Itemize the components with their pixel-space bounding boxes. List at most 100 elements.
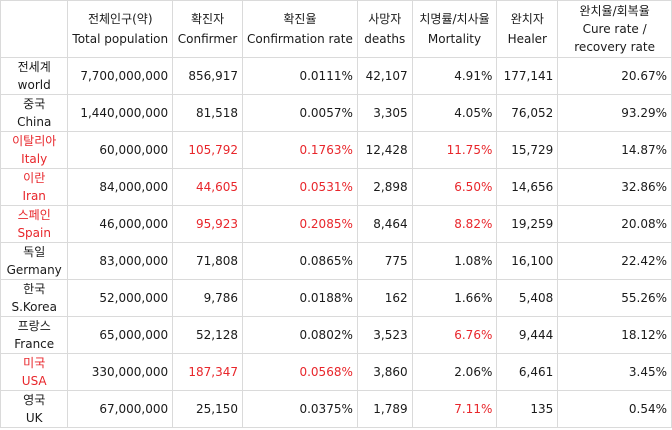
country-name-ko: 전세계: [17, 60, 51, 74]
country-name-en: Iran: [22, 189, 46, 203]
country-name-ko: 이탈리아: [12, 134, 57, 148]
population-cell: 83,000,000: [67, 242, 174, 280]
country-name-en: France: [14, 337, 55, 351]
country-name-en: world: [17, 78, 51, 92]
deaths-cell: 3,860: [356, 353, 413, 391]
mortality-cell: 8.82%: [411, 205, 498, 243]
confirmation-rate-cell: 0.0802%: [242, 316, 358, 354]
cure-rate-cell: 55.26%: [557, 279, 672, 317]
confirmed-cell: 52,128: [172, 316, 244, 354]
header-deaths: 사망자 deaths: [356, 0, 413, 58]
confirmation-rate-cell: 0.0057%: [242, 94, 358, 132]
cure-rate-cell: 22.42%: [557, 242, 672, 280]
deaths-cell: 3,305: [356, 94, 413, 132]
country-name-cell: 한국 S.Korea: [0, 279, 69, 317]
country-name-cell: 프랑스 France: [0, 316, 69, 354]
healed-cell: 9,444: [496, 316, 559, 354]
table-row: 중국 China 1,440,000,000 81,518 0.0057% 3,305 4.…: [0, 94, 672, 132]
population-cell: 52,000,000: [67, 279, 174, 317]
healed-cell: 135: [496, 390, 559, 428]
healed-cell: 6,461: [496, 353, 559, 391]
mortality-cell: 11.75%: [411, 131, 498, 169]
deaths-cell: 2,898: [356, 168, 413, 206]
confirmed-cell: 187,347: [172, 353, 244, 391]
cure-rate-cell: 14.87%: [557, 131, 672, 169]
confirmation-rate-cell: 0.0188%: [242, 279, 358, 317]
deaths-cell: 1,789: [356, 390, 413, 428]
country-name-en: China: [17, 115, 52, 129]
table-row: 독일 Germany 83,000,000 71,808 0.0865% 775 1.08%…: [0, 242, 672, 280]
deaths-cell: 775: [356, 242, 413, 280]
country-name-en: Germany: [6, 263, 62, 277]
deaths-cell: 162: [356, 279, 413, 317]
confirmed-cell: 25,150: [172, 390, 244, 428]
country-name-en: Spain: [17, 226, 51, 240]
cure-rate-cell: 93.29%: [557, 94, 672, 132]
header-row: 전체인구(약) Total population 확진자 Confirmer 확진율…: [0, 0, 672, 58]
country-name-ko: 미국: [23, 356, 46, 370]
healed-cell: 76,052: [496, 94, 559, 132]
country-name-cell: 미국 USA: [0, 353, 69, 391]
mortality-cell: 4.05%: [411, 94, 498, 132]
country-name-cell: 중국 China: [0, 94, 69, 132]
table-row: 영국 UK 67,000,000 25,150 0.0375% 1,789 7.11% 135…: [0, 390, 672, 428]
table-row: 이란 Iran 84,000,000 44,605 0.0531% 2,898 6.50% 1…: [0, 168, 672, 206]
country-name-en: Italy: [21, 152, 48, 166]
header-population: 전체인구(약) Total population: [67, 0, 174, 58]
deaths-cell: 8,464: [356, 205, 413, 243]
deaths-cell: 3,523: [356, 316, 413, 354]
mortality-cell: 1.66%: [411, 279, 498, 317]
table-row: 이탈리아 Italy 60,000,000 105,792 0.1763% 12,428 1…: [0, 131, 672, 169]
healed-cell: 15,729: [496, 131, 559, 169]
population-cell: 46,000,000: [67, 205, 174, 243]
mortality-cell: 2.06%: [411, 353, 498, 391]
mortality-cell: 1.08%: [411, 242, 498, 280]
header-confirmed: 확진자 Confirmer: [172, 0, 244, 58]
confirmation-rate-cell: 0.2085%: [242, 205, 358, 243]
table-row: 스페인 Spain 46,000,000 95,923 0.2085% 8,464 8.82…: [0, 205, 672, 243]
table-row: 프랑스 France 65,000,000 52,128 0.0802% 3,523 6.7…: [0, 316, 672, 354]
confirmed-cell: 81,518: [172, 94, 244, 132]
confirmation-rate-cell: 0.1763%: [242, 131, 358, 169]
population-cell: 1,440,000,000: [67, 94, 174, 132]
mortality-cell: 4.91%: [411, 57, 498, 95]
country-name-cell: 영국 UK: [0, 390, 69, 428]
mortality-cell: 6.76%: [411, 316, 498, 354]
country-name-en: S.Korea: [11, 300, 57, 314]
confirmed-cell: 71,808: [172, 242, 244, 280]
healed-cell: 14,656: [496, 168, 559, 206]
cure-rate-cell: 20.08%: [557, 205, 672, 243]
country-name-cell: 이란 Iran: [0, 168, 69, 206]
confirmation-rate-cell: 0.0111%: [242, 57, 358, 95]
cure-rate-cell: 32.86%: [557, 168, 672, 206]
confirmed-cell: 95,923: [172, 205, 244, 243]
confirmation-rate-cell: 0.0568%: [242, 353, 358, 391]
confirmed-cell: 105,792: [172, 131, 244, 169]
population-cell: 7,700,000,000: [67, 57, 174, 95]
cure-rate-cell: 18.12%: [557, 316, 672, 354]
country-name-ko: 프랑스: [17, 319, 51, 333]
healed-cell: 19,259: [496, 205, 559, 243]
country-name-ko: 한국: [23, 282, 46, 296]
population-cell: 67,000,000: [67, 390, 174, 428]
population-cell: 330,000,000: [67, 353, 174, 391]
mortality-cell: 7.11%: [411, 390, 498, 428]
header-mortality: 치명률/치사율 Mortality: [411, 0, 498, 58]
country-name-ko: 영국: [23, 393, 46, 407]
country-name-cell: 전세계 world: [0, 57, 69, 95]
country-name-cell: 이탈리아 Italy: [0, 131, 69, 169]
deaths-cell: 12,428: [356, 131, 413, 169]
population-cell: 60,000,000: [67, 131, 174, 169]
mortality-cell: 6.50%: [411, 168, 498, 206]
country-name-ko: 스페인: [17, 208, 51, 222]
cure-rate-cell: 0.54%: [557, 390, 672, 428]
country-name-ko: 독일: [23, 245, 46, 259]
country-name-en: UK: [25, 411, 43, 425]
population-cell: 65,000,000: [67, 316, 174, 354]
country-name-ko: 이란: [23, 171, 46, 185]
cure-rate-cell: 20.67%: [557, 57, 672, 95]
confirmed-cell: 44,605: [172, 168, 244, 206]
cure-rate-cell: 3.45%: [557, 353, 672, 391]
header-cure-rate: 완치율/회복율 Cure rate / recovery rate: [557, 0, 672, 58]
